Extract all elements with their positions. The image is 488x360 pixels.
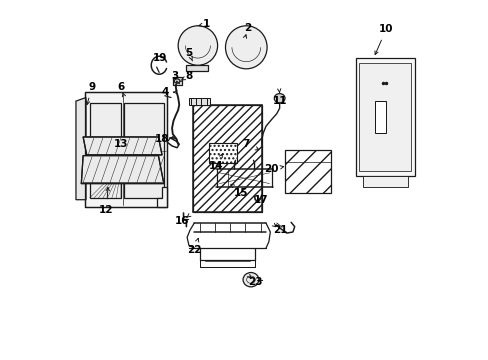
Bar <box>355 58 414 176</box>
Text: 6: 6 <box>117 82 124 92</box>
Ellipse shape <box>178 26 217 65</box>
Text: 16: 16 <box>174 216 188 226</box>
Text: 3: 3 <box>171 71 178 81</box>
Bar <box>188 98 210 105</box>
Bar <box>208 143 237 163</box>
Ellipse shape <box>174 79 180 83</box>
Text: 2: 2 <box>244 23 251 33</box>
Text: 15: 15 <box>233 188 247 198</box>
Bar <box>186 64 207 71</box>
Polygon shape <box>123 103 163 198</box>
Text: 17: 17 <box>253 195 267 205</box>
Text: 7: 7 <box>242 139 249 149</box>
Text: 23: 23 <box>247 277 262 287</box>
Text: 18: 18 <box>155 134 169 144</box>
Text: 20: 20 <box>264 164 278 174</box>
Polygon shape <box>89 103 121 198</box>
Text: 19: 19 <box>153 53 167 63</box>
Text: 9: 9 <box>88 82 96 92</box>
Text: 22: 22 <box>187 245 201 255</box>
Text: 1: 1 <box>203 19 210 29</box>
Ellipse shape <box>243 273 258 287</box>
Ellipse shape <box>274 94 285 103</box>
Text: 5: 5 <box>185 48 192 58</box>
Text: 8: 8 <box>185 71 192 81</box>
Polygon shape <box>76 98 86 200</box>
Polygon shape <box>81 156 163 184</box>
Ellipse shape <box>225 26 266 69</box>
Text: 4: 4 <box>161 87 168 97</box>
Bar <box>172 77 182 85</box>
Text: 12: 12 <box>99 206 113 216</box>
Polygon shape <box>85 92 167 207</box>
Text: 13: 13 <box>113 139 128 149</box>
Text: 10: 10 <box>378 24 393 35</box>
Bar <box>284 149 330 193</box>
Bar <box>192 105 262 212</box>
Polygon shape <box>83 137 162 155</box>
Text: 11: 11 <box>273 96 287 106</box>
Polygon shape <box>156 187 167 207</box>
Text: 21: 21 <box>273 225 287 235</box>
Bar <box>359 63 410 171</box>
Bar <box>375 101 386 134</box>
Bar <box>362 176 407 187</box>
Text: 14: 14 <box>208 161 223 171</box>
